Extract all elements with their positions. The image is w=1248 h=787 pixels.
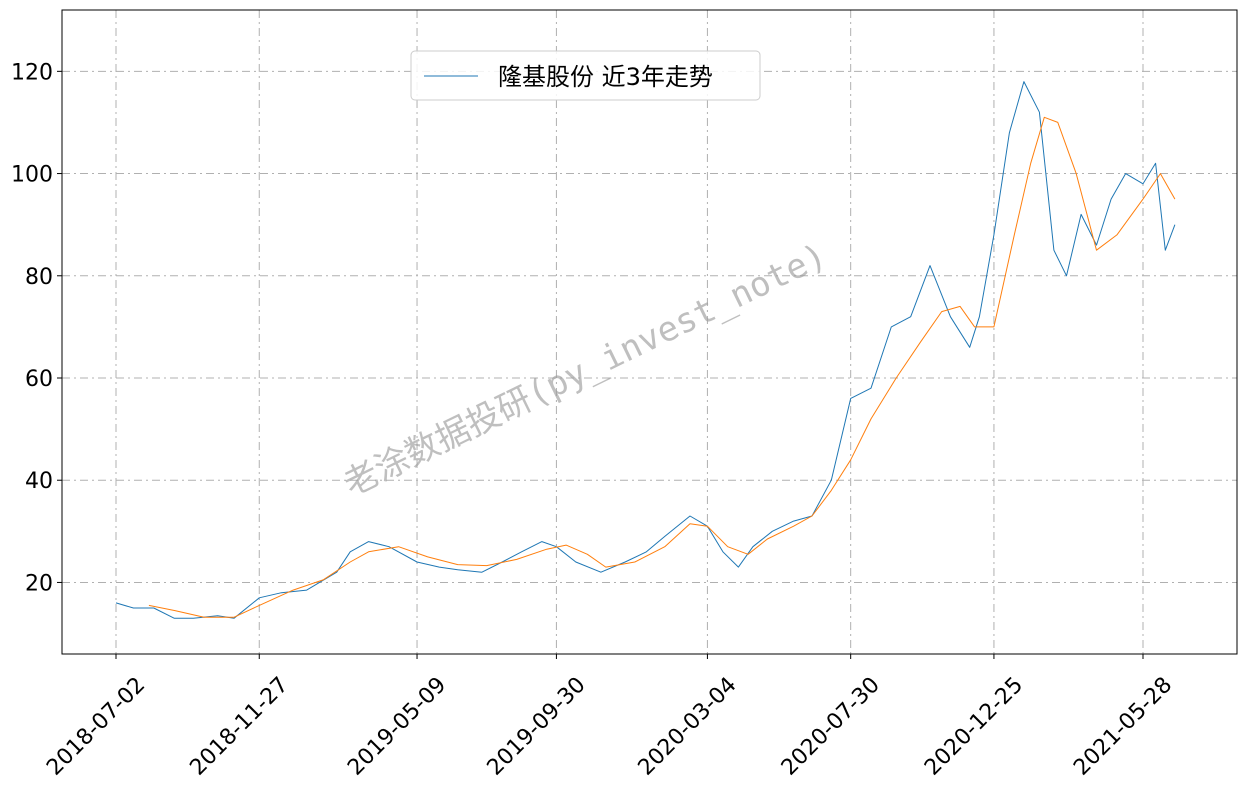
y-tick-label: 120 — [11, 60, 53, 85]
plot-frame — [61, 9, 1238, 655]
y-tick-label: 40 — [25, 469, 53, 494]
x-tick-label: 2018-11-27 — [185, 673, 293, 781]
moving-average-line — [148, 116, 1176, 618]
x-tick-label: 2018-07-02 — [42, 673, 150, 781]
x-tick-label: 2021-05-28 — [1069, 673, 1177, 781]
y-axis: 20 40 60 80 100 120 — [11, 60, 62, 596]
y-tick-label: 100 — [11, 163, 53, 188]
x-tick-label: 2019-09-30 — [483, 673, 591, 781]
grid — [62, 10, 1237, 654]
y-tick-label: 80 — [25, 265, 53, 290]
x-tick-label: 2019-05-09 — [343, 673, 451, 781]
legend[interactable]: 隆基股份 近3年走势 — [410, 50, 761, 101]
series-layer — [115, 81, 1176, 619]
x-tick-label: 2020-12-25 — [920, 673, 1028, 781]
x-tick-label: 2020-03-04 — [634, 673, 742, 781]
y-tick-label: 20 — [25, 571, 53, 596]
x-tick-label: 2020-07-30 — [777, 673, 885, 781]
legend-label: 隆基股份 近3年走势 — [498, 63, 713, 91]
price-line — [115, 81, 1176, 619]
x-axis: 2018-07-02 2018-11-27 2019-05-09 2019-09-30… — [42, 654, 1177, 781]
legend-box — [410, 50, 761, 101]
y-tick-label: 60 — [25, 367, 53, 392]
